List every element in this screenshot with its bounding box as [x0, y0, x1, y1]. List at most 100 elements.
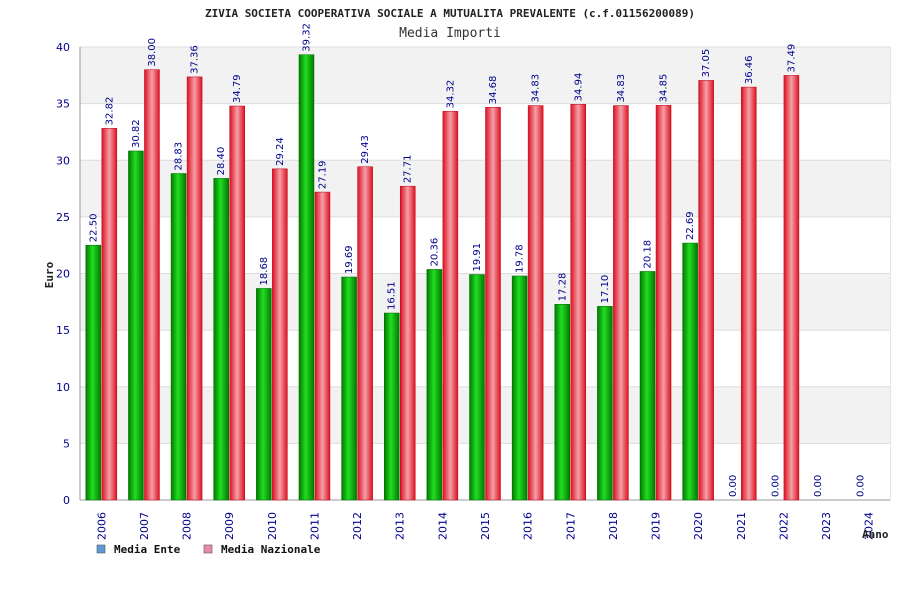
x-tick-label: 2019	[650, 512, 663, 540]
x-tick-label: 2021	[735, 512, 748, 540]
bar-media-nazionale	[357, 166, 373, 501]
bar-media-nazionale	[570, 104, 587, 501]
bar-media-nazionale	[272, 168, 288, 501]
x-tick-label: 2024	[863, 512, 876, 540]
x-tick-label: 2022	[777, 512, 790, 540]
data-label: 34.85	[659, 74, 670, 103]
data-label: 27.71	[403, 155, 414, 184]
legend: Media Ente Media Nazionale	[96, 543, 321, 556]
y-tick-label: 25	[56, 211, 70, 224]
y-tick-label: 15	[56, 324, 70, 337]
data-label: 18.68	[259, 257, 270, 286]
data-label: 39.32	[301, 23, 312, 52]
bar-media-nazionale	[186, 76, 203, 501]
bar-media-nazionale	[613, 105, 629, 501]
x-tick-label: 2020	[692, 512, 705, 540]
data-label: 34.83	[531, 74, 542, 103]
bar-media-ente	[341, 276, 357, 501]
bar-media-nazionale	[101, 128, 118, 501]
data-label: 0.00	[856, 475, 867, 497]
bar-media-ente	[213, 178, 229, 501]
data-label: 0.00	[770, 475, 781, 497]
data-label: 32.82	[104, 97, 115, 126]
bar-media-nazionale	[144, 69, 160, 501]
bars	[85, 54, 800, 501]
data-label: 16.51	[387, 281, 398, 310]
bar-media-ente	[426, 269, 443, 501]
y-axis-label: Euro	[43, 261, 56, 288]
bar-media-ente	[85, 244, 102, 501]
data-label: 29.43	[360, 135, 371, 164]
chart-title: ZIVIA SOCIETA COOPERATIVA SOCIALE A MUTU…	[205, 7, 695, 20]
x-tick-label: 2017	[564, 512, 577, 540]
data-label: 28.40	[216, 147, 227, 176]
y-tick-label: 10	[56, 381, 70, 394]
x-tick-label: 2016	[522, 512, 535, 540]
x-tick-label: 2010	[266, 512, 279, 540]
data-label: 20.18	[643, 240, 654, 269]
y-tick-label: 40	[56, 41, 70, 54]
data-label: 0.00	[813, 475, 824, 497]
bar-media-ente	[469, 274, 485, 501]
bar-media-ente	[682, 242, 698, 501]
data-label: 22.50	[88, 214, 99, 243]
x-tick-label: 2015	[479, 512, 492, 540]
data-label: 17.10	[600, 275, 611, 304]
data-label: 34.94	[573, 73, 584, 102]
x-tick-label: 2013	[394, 512, 407, 540]
x-axis-label: Anno	[862, 528, 889, 541]
y-tick-label: 35	[56, 98, 70, 111]
data-label: 27.19	[317, 160, 328, 189]
data-label: 36.46	[744, 55, 755, 84]
x-tick-label: 2009	[223, 512, 236, 540]
bar-media-ente	[597, 306, 613, 501]
bar-media-ente	[256, 288, 272, 501]
legend-swatch	[203, 544, 213, 554]
legend-label: Media Ente	[114, 543, 181, 556]
bar-media-nazionale	[399, 185, 416, 501]
bar-media-ente	[128, 150, 144, 501]
bar-media-nazionale	[698, 80, 714, 501]
x-tick-label: 2007	[138, 512, 151, 540]
y-axis-ticks: 0 5 10 15 20 25 30 35 40	[56, 41, 70, 507]
y-tick-label: 20	[56, 268, 70, 281]
data-label: 38.00	[147, 38, 158, 67]
bar-media-ente	[170, 173, 187, 501]
y-tick-label: 0	[63, 494, 70, 507]
chart-subtitle: Media Importi	[399, 26, 501, 41]
data-label: 19.91	[472, 243, 483, 272]
data-label: 19.78	[515, 244, 526, 273]
bar-media-nazionale	[783, 75, 800, 501]
data-label: 0.00	[728, 475, 739, 497]
data-label: 30.82	[131, 119, 142, 148]
y-tick-label: 30	[56, 154, 70, 167]
bar-media-ente	[639, 271, 656, 501]
value-labels: 22.50 32.82 30.82 38.00 28.83 37.36 28.40 34.79…	[88, 23, 866, 497]
x-tick-label: 2008	[181, 512, 194, 540]
data-label: 37.36	[190, 45, 201, 74]
x-tick-label: 2012	[351, 512, 364, 540]
data-label: 29.24	[275, 137, 286, 166]
x-tick-label: 2023	[820, 512, 833, 540]
data-label: 17.28	[557, 273, 568, 302]
x-tick-label: 2014	[436, 512, 449, 540]
data-label: 37.49	[786, 44, 797, 73]
data-label: 37.05	[701, 49, 712, 78]
bar-media-nazionale	[485, 106, 501, 501]
bar-media-nazionale	[442, 111, 459, 501]
legend-swatch	[96, 544, 106, 554]
x-tick-label: 2006	[95, 512, 108, 540]
bar-media-ente	[511, 275, 528, 501]
bar-media-ente	[298, 54, 315, 501]
bar-media-nazionale	[314, 191, 331, 501]
data-label: 34.32	[445, 80, 456, 109]
data-label: 34.68	[488, 76, 499, 105]
bar-media-nazionale	[229, 105, 245, 501]
legend-label: Media Nazionale	[221, 543, 321, 556]
x-tick-label: 2011	[308, 512, 321, 540]
data-label: 34.83	[616, 74, 627, 103]
data-label: 19.69	[344, 245, 355, 274]
bar-media-ente	[554, 304, 571, 501]
bar-media-nazionale	[655, 105, 672, 501]
x-axis-ticks: 2006 2007 2008 2009 2010 2011 2012 2013 2014 2015…	[95, 512, 875, 540]
